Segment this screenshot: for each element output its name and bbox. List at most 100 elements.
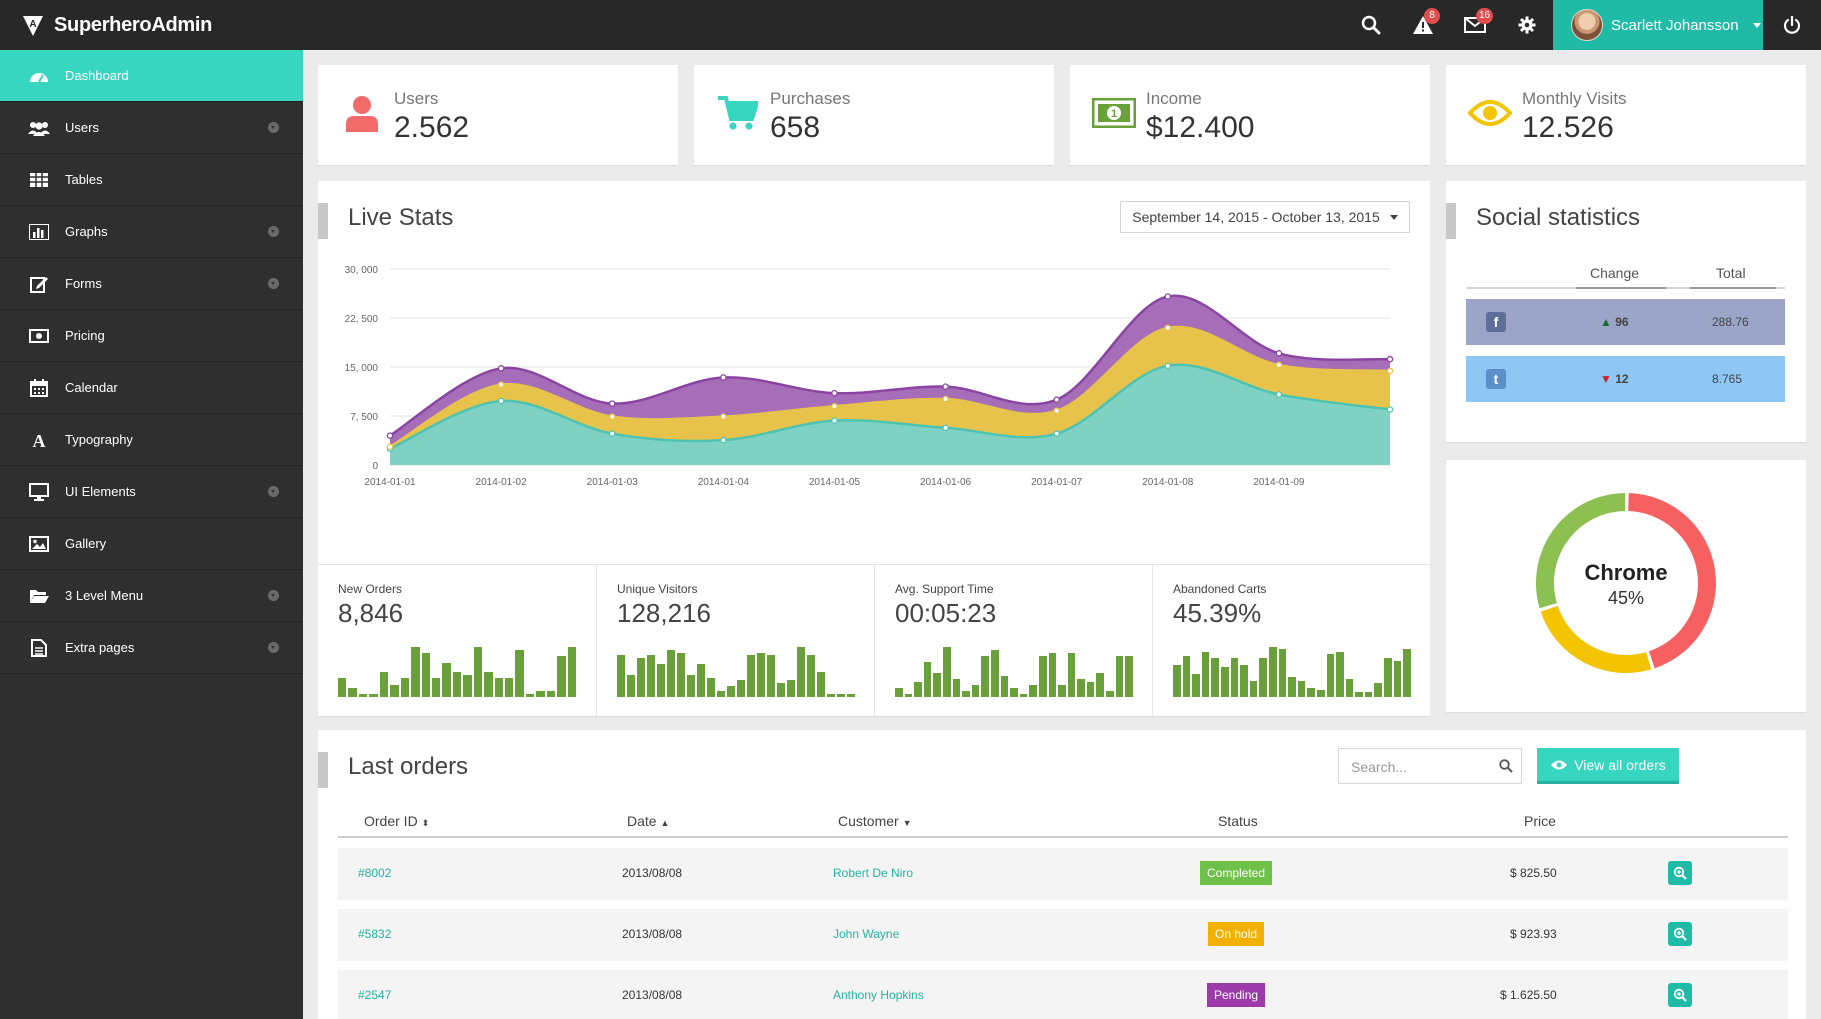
panel-title: Social statistics [1476,204,1641,231]
file-icon [28,637,50,659]
table-row[interactable]: #2547 2013/08/08 Anthony Hopkins Pending… [338,970,1788,1019]
sparkline-bar [647,655,655,697]
column-header-status[interactable]: Status [1218,813,1258,829]
sidebar-item-pricing[interactable]: Pricing [0,310,303,362]
sparkline-bar [627,674,635,697]
data-point [1164,362,1172,369]
sidebar-item-dashboard[interactable]: Dashboard [0,50,303,102]
donut-slice [1536,493,1626,609]
data-point [608,413,616,420]
view-order-button[interactable] [1668,983,1692,1007]
sidebar-item-label: Typography [65,432,133,447]
sidebar-item-3-level-menu[interactable]: 3 Level Menu [0,570,303,622]
data-point [497,381,505,388]
alerts-badge: 8 [1424,8,1440,24]
sparkline-bar [962,691,970,697]
column-header-customer[interactable]: Customer ▼ [838,813,912,829]
sparkline-bar [400,678,410,697]
chevron-down-icon [1752,22,1761,28]
stat-card-income: 1 Income $12.400 [1070,65,1430,165]
chevron-down-icon [268,226,279,237]
status-badge: On hold [1208,922,1265,946]
sidebar-item-label: Extra pages [65,640,135,655]
data-point [1386,367,1394,375]
calendar-icon [28,377,50,399]
status-badge: Completed [1200,861,1273,885]
order-price: $ 825.50 [1510,866,1557,880]
table-row[interactable]: #5832 2013/08/08 John Wayne On hold $ 92… [338,909,1788,961]
view-order-button[interactable] [1668,861,1692,885]
order-id-link[interactable]: #2547 [358,988,392,1002]
zoom-in-icon [1673,866,1687,880]
data-point [720,413,727,420]
sparkline-bar [707,677,715,697]
top-bar: A SuperheroAdmin 8 16 Scarlett Johansson [0,0,1821,50]
svg-text:A: A [33,431,46,449]
sparkline-bar [473,647,483,697]
sidebar-item-label: Users [65,120,99,135]
column-header-order-id[interactable]: Order ID ⬍ [364,813,429,829]
header-underline [1576,287,1666,289]
kpi-value: 45.39% [1173,598,1262,628]
view-all-orders-button[interactable]: View all orders [1537,748,1679,784]
live-stats-area-chart: 0 7, 500 15, 000 22, 500 30, 000 2014-01-01 20… [345,265,1394,488]
warning-icon [1413,16,1433,34]
sidebar-item-forms[interactable]: Forms [0,258,303,310]
column-header-date[interactable]: Date ▲ [627,813,669,829]
social-row-facebook[interactable]: f ▲ 96 288.76 [1466,299,1785,345]
settings-icon[interactable] [1514,12,1540,38]
sparkline-bar [617,655,625,697]
sidebar-item-users[interactable]: Users [0,102,303,154]
customer-link[interactable]: Anthony Hopkins [833,988,924,1002]
customer-link[interactable]: Robert De Niro [833,866,914,880]
messages-button[interactable]: 16 [1462,8,1494,38]
alerts-button[interactable]: 8 [1410,8,1440,38]
dashboard-icon [28,65,50,87]
x-tick-label: 2014-01-08 [1142,477,1194,488]
data-point [1275,350,1283,357]
sidebar-item-graphs[interactable]: Graphs [0,206,303,258]
social-row-twitter[interactable]: t ▼ 12 8.765 [1466,356,1785,402]
sparkline-bar [379,672,389,697]
donut-value: 45% [1607,588,1645,608]
sparkline-bar [697,663,705,697]
customer-link[interactable]: John Wayne [833,927,900,941]
svg-text:1: 1 [1111,108,1117,120]
panel-title: Live Stats [348,204,454,231]
data-point [942,395,949,403]
sidebar-item-typography[interactable]: A Typography [0,414,303,466]
date-range-picker[interactable]: September 14, 2015 - October 13, 2015 [1120,201,1410,233]
order-date: 2013/08/08 [622,988,683,1002]
sparkline-bar [411,647,420,697]
user-menu[interactable]: Scarlett Johansson [1553,0,1763,50]
table-row[interactable]: #8002 2013/08/08 Robert De Niro Complete… [338,848,1788,900]
x-tick-label: 2014-01-04 [698,477,750,488]
sidebar-item-gallery[interactable]: Gallery [0,518,303,570]
data-point [608,400,616,407]
brand[interactable]: A SuperheroAdmin [20,0,212,50]
sidebar-item-tables[interactable]: Tables [0,154,303,206]
order-id-link[interactable]: #8002 [358,866,392,880]
sparkline-bar [942,647,951,697]
sparkline-bar [637,658,645,697]
order-search-input[interactable]: Search... [1338,748,1522,784]
sidebar-item-calendar[interactable]: Calendar [0,362,303,414]
sparkline-bar [567,647,577,697]
sparkline-bar [1345,678,1354,697]
font-icon: A [28,429,50,451]
sidebar-item-extra-pages[interactable]: Extra pages [0,622,303,674]
sidebar-item-ui-elements[interactable]: UI Elements [0,466,303,518]
data-point [720,374,727,381]
order-date: 2013/08/08 [622,866,683,880]
power-button[interactable] [1763,0,1821,50]
sparkline-bar [827,694,835,697]
series-line [389,363,1391,450]
search-icon[interactable] [1358,12,1384,38]
sparkline-bar [525,693,535,697]
data-point [1275,361,1283,369]
view-order-button[interactable] [1668,922,1692,946]
messages-badge: 16 [1476,8,1494,24]
order-id-link[interactable]: #5832 [358,927,392,941]
column-header-price[interactable]: Price [1524,813,1556,829]
sparkline-bar [536,690,545,697]
